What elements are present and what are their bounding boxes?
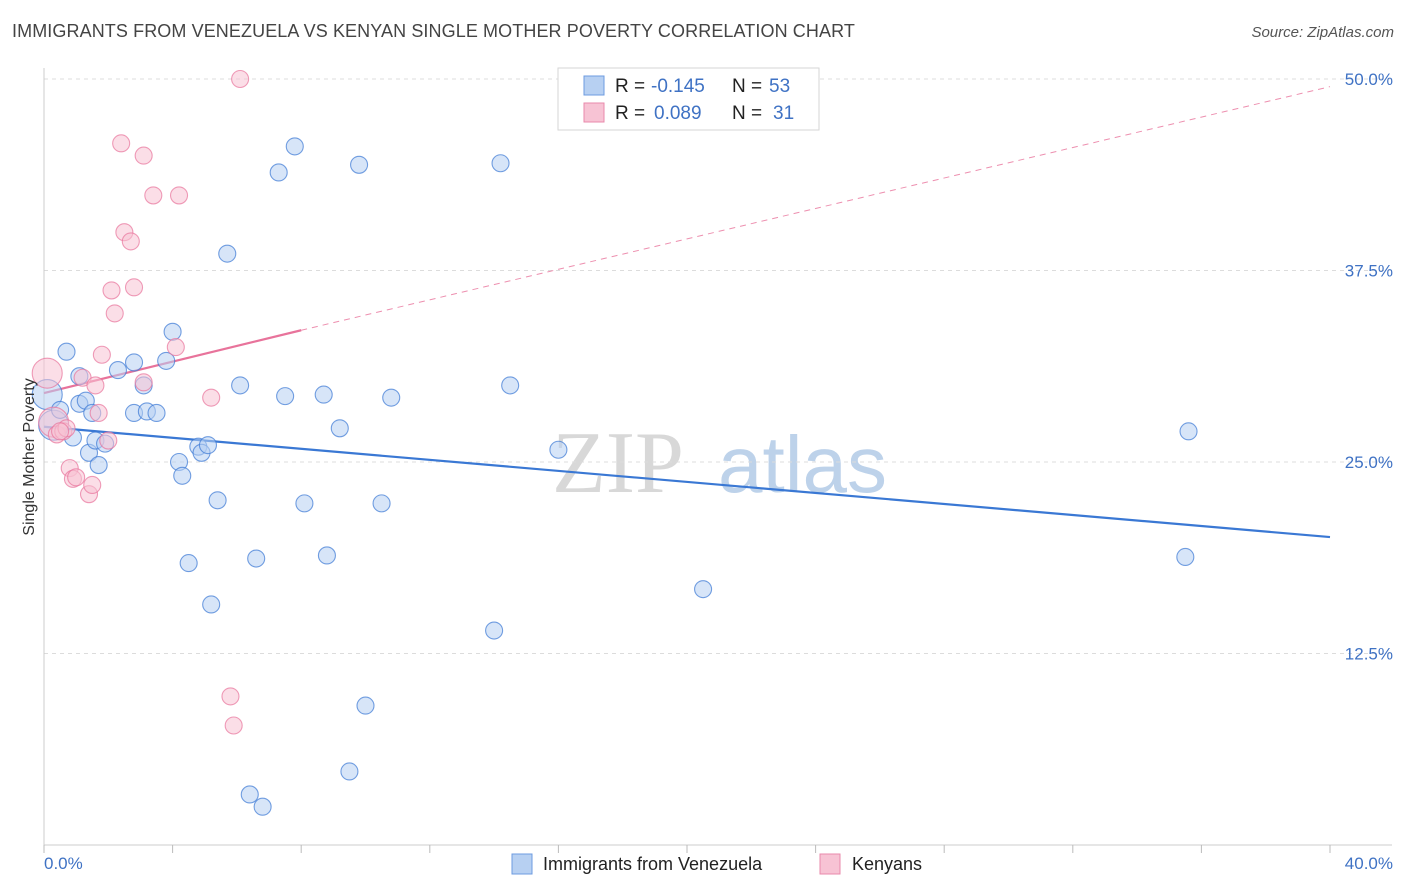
bottom-legend-label-venezuela: Immigrants from Venezuela [543,854,763,874]
legend-r-label-2: R = [615,103,645,124]
point-pink-22 [134,146,153,165]
point-pink-19 [121,232,140,251]
legend-n-value-2: 31 [773,103,794,124]
point-blue-38 [314,385,333,404]
point-blue-46 [485,621,504,640]
point-pink-26 [202,388,221,407]
point-pink-14 [99,431,118,450]
data-points [31,69,1198,816]
point-blue-34 [269,163,288,182]
point-pink-7 [67,468,86,487]
point-blue-36 [285,137,304,156]
point-blue-51 [1176,547,1195,567]
point-blue-50 [694,580,713,599]
y-tick-label-1: 25.0% [1345,453,1393,472]
x-tick-label-min: 0.0% [44,854,83,873]
point-blue-29 [218,244,237,263]
point-blue-26 [198,436,218,455]
trend-extension-pink [301,86,1331,331]
point-pink-24 [166,338,185,357]
legend-r-label-1: R = [615,76,645,97]
trend-line-blue [43,425,1331,539]
point-pink-15 [102,281,121,300]
point-pink-0 [31,357,63,389]
point-blue-32 [247,549,266,568]
point-blue-39 [317,546,336,565]
point-pink-21 [134,373,153,392]
point-pink-30 [51,422,70,441]
watermark-atlas: atlas [718,420,887,509]
point-pink-10 [83,475,102,495]
point-pink-12 [89,403,108,423]
axes [43,68,1392,846]
x-tick-label-max: 40.0% [1345,854,1393,873]
point-blue-35 [276,387,295,406]
point-blue-44 [372,494,391,513]
point-blue-13 [108,361,127,380]
point-blue-48 [501,376,520,395]
point-pink-17 [112,134,131,153]
point-blue-45 [382,388,401,407]
y-tick-label-0: 12.5% [1345,645,1393,664]
point-blue-23 [179,554,198,573]
legend-r-value-1: -0.145 [651,76,705,97]
point-blue-27 [202,595,221,614]
point-blue-52 [1179,422,1198,441]
y-tick-labels: 12.5% 25.0% 37.5% 50.0% [1345,70,1393,664]
point-blue-11 [89,456,108,475]
bottom-legend-label-kenyans: Kenyans [852,854,922,874]
point-blue-41 [340,762,359,781]
y-tick-label-3: 50.0% [1345,70,1393,89]
legend-r-value-2: 0.089 [654,103,702,124]
trend-lines [43,86,1331,539]
point-pink-16 [105,304,124,323]
source-label: Source: ZipAtlas.com [1251,24,1394,41]
point-blue-31 [240,785,259,804]
point-blue-40 [330,419,349,438]
point-blue-19 [157,351,176,370]
gridlines [44,78,1392,654]
chart-title: IMMIGRANTS FROM VENEZUELA VS KENYAN SING… [12,21,855,41]
point-pink-25 [169,186,189,205]
point-pink-27 [221,687,240,706]
point-pink-11 [86,376,105,395]
legend-swatch-blue [583,75,605,96]
legend-n-value-1: 53 [769,76,790,97]
point-pink-13 [92,345,111,364]
point-blue-18 [147,403,166,423]
point-pink-20 [124,278,144,297]
series-legend: Immigrants from Venezuela Kenyans [511,853,922,875]
point-blue-43 [356,696,375,715]
point-blue-28 [208,491,227,510]
point-pink-29 [231,69,250,89]
point-blue-15 [124,353,144,372]
bottom-legend-swatch-pink [819,853,841,875]
x-ticks [43,845,1331,853]
y-tick-label-2: 37.5% [1345,262,1393,281]
stats-legend: R = -0.145 N = 53 R = 0.089 N = 31 [557,67,820,131]
point-blue-22 [173,466,192,485]
y-axis-title: Single Mother Poverty [21,378,38,535]
point-pink-23 [144,186,163,205]
point-blue-37 [295,494,314,513]
point-blue-47 [491,154,510,173]
legend-n-label-2: N = [732,103,762,124]
watermark-zip: ZIP [552,415,684,512]
bottom-legend-swatch-blue [511,853,533,875]
point-blue-20 [163,322,182,341]
point-blue-3 [57,342,76,361]
point-pink-28 [224,716,243,735]
point-blue-42 [350,155,369,174]
legend-n-label-1: N = [732,76,762,97]
point-blue-30 [231,376,250,395]
point-blue-49 [549,440,568,459]
legend-swatch-pink [583,102,605,123]
point-blue-33 [253,797,272,816]
